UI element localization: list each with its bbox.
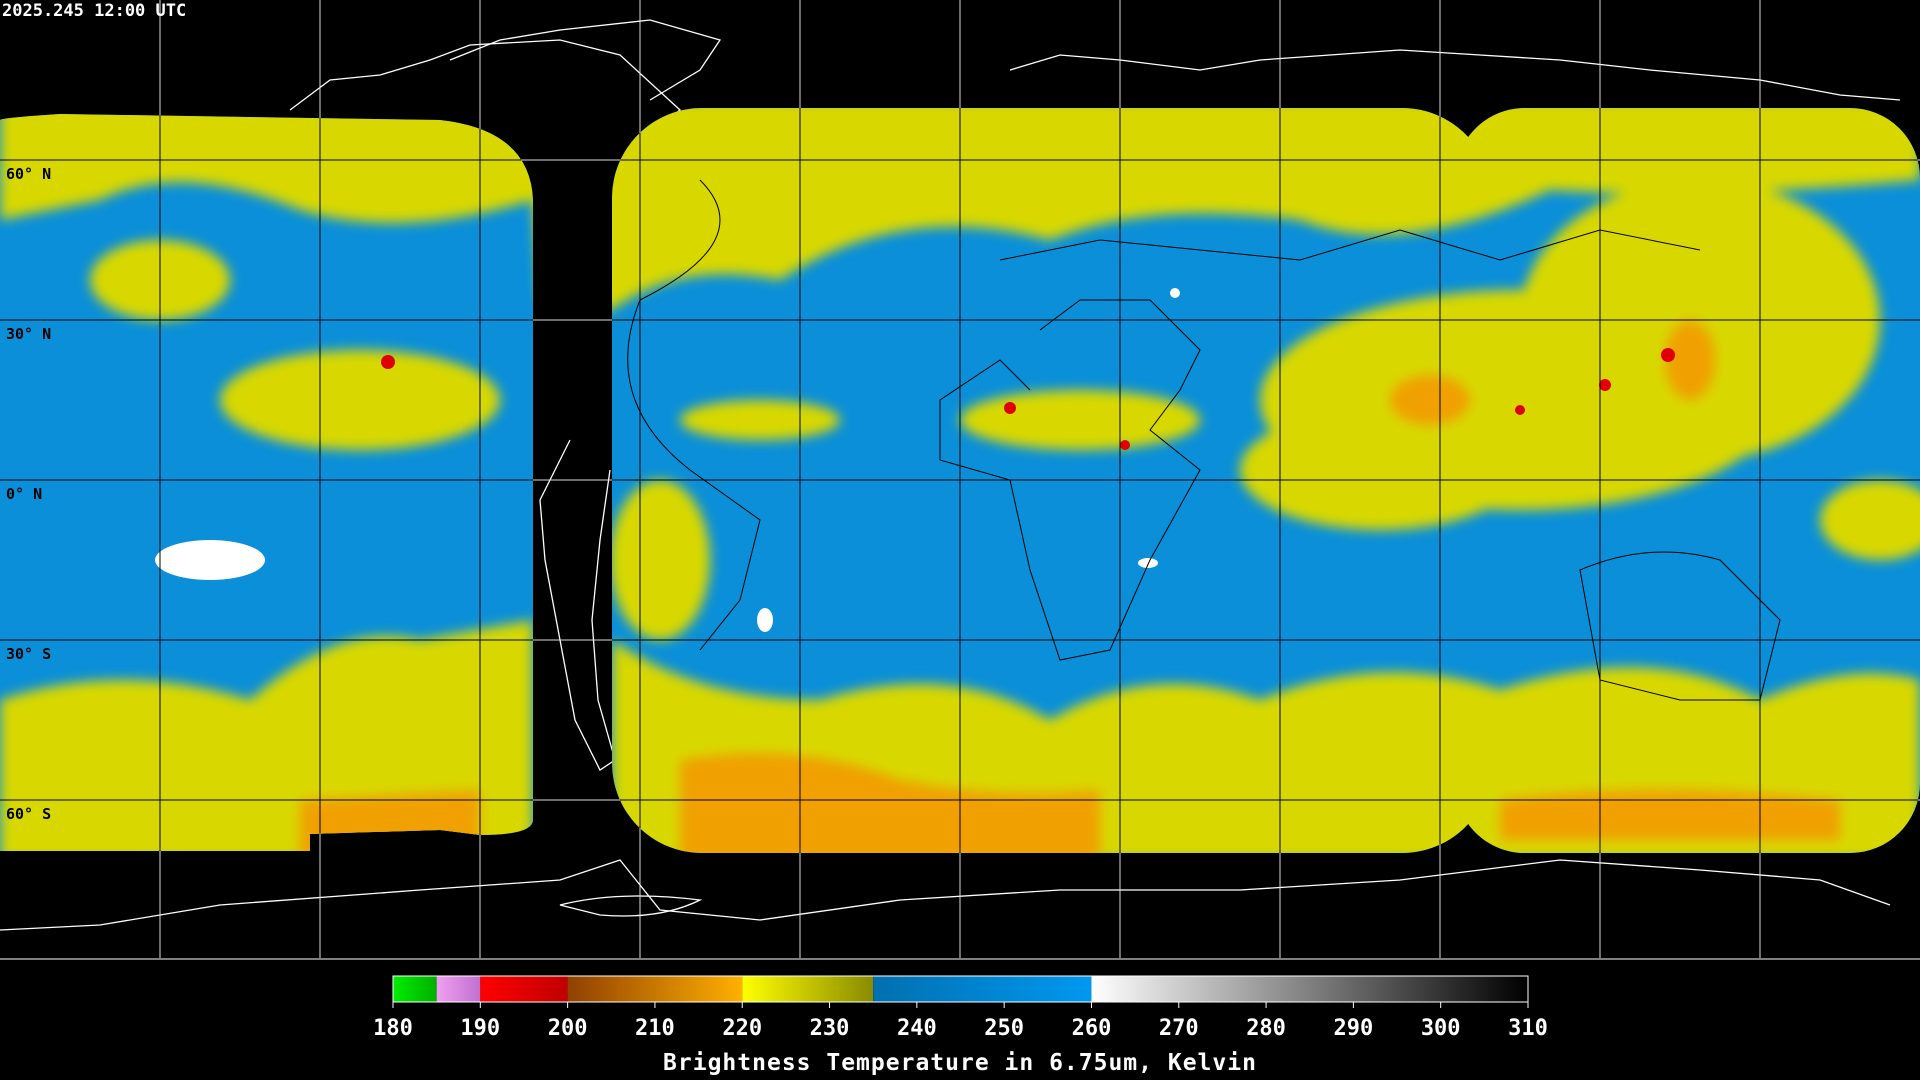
colorbar-tick-label: 220: [722, 1016, 762, 1041]
colorbar-segment: [393, 976, 437, 1002]
colorbar: 180 190 200 210 220 230 240 250 260 270 280 290 300 3…: [373, 975, 1548, 1041]
colorbar-tick-label: 310: [1508, 1016, 1548, 1041]
timestamp: 2025.245 12:00 UTC: [2, 1, 186, 21]
warm-spots: [155, 288, 1180, 632]
colorbar-tick-label: 270: [1159, 1016, 1199, 1041]
colorbar-tick-label: 240: [897, 1016, 937, 1041]
colorbar-tick-label: 190: [460, 1016, 500, 1041]
graticule: [0, 0, 1920, 958]
colorbar-tick-label: 260: [1072, 1016, 1112, 1041]
latitude-label: 0° N: [6, 485, 42, 503]
colorbar-segment: [480, 976, 568, 1002]
colorbar-segment: [873, 976, 1092, 1002]
colorbar-tick-label: 300: [1421, 1016, 1461, 1041]
colorbar-tick-label: 230: [810, 1016, 850, 1041]
colorbar-segment: [742, 976, 874, 1002]
colorbar-tick-label: 200: [548, 1016, 588, 1041]
latitude-label: 60° N: [6, 165, 51, 183]
colorbar-segment: [567, 976, 743, 1002]
latitude-label: 30° N: [6, 325, 51, 343]
deep-convection: [381, 348, 1675, 450]
latitude-label: 30° S: [6, 645, 51, 663]
colorbar-frame: [392, 975, 1529, 1003]
colorbar-tick-label: 250: [984, 1016, 1024, 1041]
colorbar-title: Brightness Temperature in 6.75um, Kelvin: [663, 1050, 1257, 1076]
colorbar-segment: [436, 976, 481, 1002]
colorbar-tick-label: 210: [635, 1016, 675, 1041]
latitude-label: 60° S: [6, 805, 51, 823]
colorbar-tick-label: 280: [1246, 1016, 1286, 1041]
graticule-inner: [0, 108, 1920, 853]
coastlines-over-imagery: [627, 179, 1781, 701]
colorbar-tick-label: 290: [1334, 1016, 1374, 1041]
latitude-labels: 60° N 30° N 0° N 30° S 60° S: [6, 165, 51, 823]
colorbar-segment: [1091, 976, 1528, 1002]
colorbar-tick-label: 180: [373, 1016, 413, 1041]
